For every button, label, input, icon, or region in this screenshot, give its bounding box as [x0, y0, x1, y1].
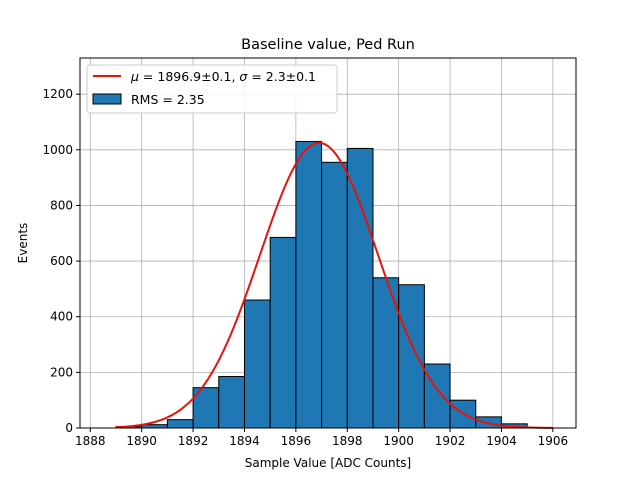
- x-tick-label: 1898: [332, 434, 363, 448]
- x-tick-label: 1900: [383, 434, 414, 448]
- histogram-bar: [243, 299, 271, 429]
- legend-rms-label: RMS = 2.35: [131, 92, 205, 107]
- legend-sigma-value: = 2.3±0.1: [247, 69, 316, 84]
- legend-mu-value: = 1896.9±0.1,: [139, 69, 239, 84]
- histogram-bar: [398, 284, 425, 429]
- x-tick-label: 1906: [538, 434, 569, 448]
- x-axis-label: Sample Value [ADC Counts]: [245, 456, 411, 470]
- x-tick-label: 1888: [75, 434, 106, 448]
- histogram-bar: [166, 419, 194, 429]
- x-tick-label: 1890: [126, 434, 157, 448]
- histogram-bar: [218, 376, 245, 429]
- y-tick-label: 600: [50, 254, 73, 268]
- histogram-bar: [269, 236, 297, 429]
- fit-curve: [115, 141, 553, 429]
- x-tick-label: 1904: [486, 434, 517, 448]
- histogram-bar: [346, 147, 374, 429]
- x-tick-label: 1894: [229, 434, 260, 448]
- legend-box: [86, 64, 338, 114]
- y-tick-label: 400: [50, 310, 73, 324]
- y-tick-label: 800: [50, 198, 73, 212]
- histogram-bar: [321, 161, 348, 429]
- legend: μ = 1896.9±0.1, σ = 2.3±0.1 RMS = 2.35: [86, 64, 338, 114]
- fit-curve-group: [115, 141, 553, 429]
- x-tick-label: 1896: [281, 434, 312, 448]
- legend-sigma-symbol: σ: [239, 69, 248, 84]
- plot-frame: [79, 57, 577, 429]
- x-tick-label: 1892: [178, 434, 209, 448]
- y-axis-label: Events: [16, 223, 30, 264]
- histogram-bar: [295, 140, 323, 429]
- y-tick-label: 1000: [42, 143, 73, 157]
- x-tick-label: 1902: [435, 434, 466, 448]
- histogram-bar: [423, 363, 451, 429]
- chart-title: Baseline value, Ped Run: [241, 37, 415, 53]
- legend-mu-symbol: μ: [130, 69, 139, 84]
- y-tick-label: 1200: [42, 87, 73, 101]
- legend-fit-label: μ = 1896.9±0.1, σ = 2.3±0.1: [130, 69, 316, 84]
- axis-ticks: 1888 1890 1892 1894 1896 1898 1900 1902 1904 1906…: [42, 87, 568, 448]
- legend-rms-swatch: [92, 93, 122, 105]
- y-tick-label: 200: [50, 365, 73, 379]
- y-tick-label: 0: [65, 421, 73, 435]
